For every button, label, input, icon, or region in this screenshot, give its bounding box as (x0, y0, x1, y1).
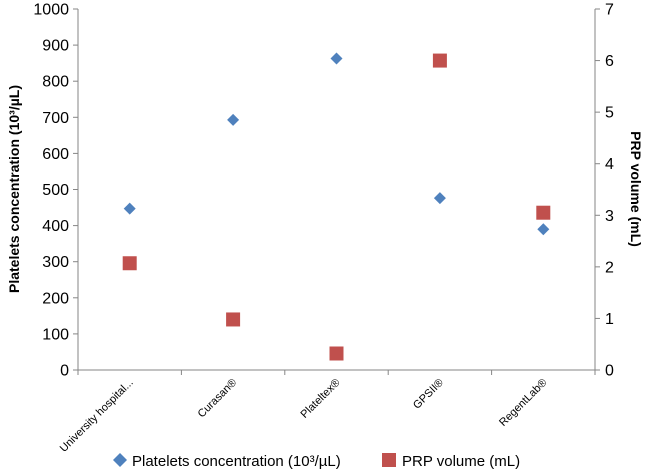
right-y-tick-label: 1 (605, 311, 614, 328)
left-y-tick-label: 600 (42, 146, 69, 163)
platelets-point (433, 192, 446, 205)
left-y-tick-label: 300 (42, 254, 69, 271)
right-y-tick-label: 7 (605, 2, 614, 19)
right-y-tick-label: 5 (605, 105, 614, 122)
left-y-tick-label: 800 (42, 74, 69, 91)
right-y-tick-label: 3 (605, 208, 614, 225)
legend: Platelets concentration (10³/µL) PRP vol… (113, 453, 520, 470)
right-y-axis-ticks: 0 1 2 3 4 5 6 7 (595, 2, 614, 380)
right-y-tick-label: 2 (605, 259, 614, 276)
legend-marker-platelets (113, 453, 127, 467)
prp-volume-point (432, 53, 447, 68)
prp-volume-point (226, 312, 241, 327)
left-y-tick-label: 700 (42, 110, 69, 127)
left-y-axis-title: Platelets concentration (10³/µL) (6, 85, 22, 293)
x-category-label: University hospital... (58, 377, 136, 455)
left-y-axis-ticks: 0 100 200 300 400 500 600 700 800 900 1000 (33, 2, 78, 380)
right-y-tick-label: 4 (605, 156, 614, 173)
data-markers (122, 52, 551, 361)
x-category-label: RegentLab® (497, 377, 549, 429)
legend-marker-prp (382, 453, 396, 467)
platelets-point (227, 113, 240, 126)
right-y-axis-title: PRP volume (mL) (628, 131, 644, 247)
x-category-label: Plateltex® (299, 377, 343, 421)
legend-label-platelets: Platelets concentration (10³/µL) (132, 453, 341, 470)
left-y-tick-label: 400 (42, 218, 69, 235)
left-y-tick-label: 500 (42, 182, 69, 199)
left-y-tick-label: 200 (42, 290, 69, 307)
x-axis-category-labels: University hospital... Curasan® Plateltex®… (58, 370, 596, 455)
prp-volume-point (536, 205, 551, 220)
left-y-tick-label: 900 (42, 38, 69, 55)
platelets-point (330, 52, 343, 65)
prp-volume-point (329, 346, 344, 361)
left-y-tick-label: 0 (60, 363, 69, 380)
platelets-point (123, 202, 136, 215)
right-y-tick-label: 0 (605, 363, 614, 380)
right-y-tick-label: 6 (605, 53, 614, 70)
prp-volume-point (122, 256, 137, 271)
legend-label-prp: PRP volume (mL) (402, 453, 520, 470)
left-y-tick-label: 100 (42, 326, 69, 343)
x-category-label: GPSII® (411, 377, 446, 412)
platelets-point (537, 223, 550, 236)
x-category-label: Curasan® (196, 377, 240, 421)
left-y-tick-label: 1000 (33, 2, 69, 19)
